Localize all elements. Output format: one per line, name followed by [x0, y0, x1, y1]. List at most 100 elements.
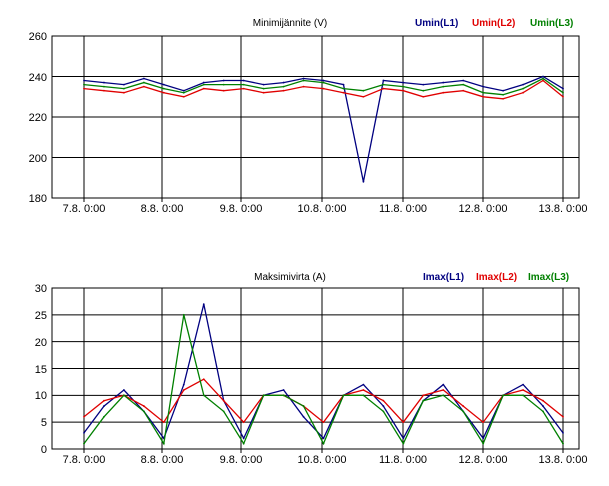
data-point — [562, 95, 564, 98]
data-point — [103, 81, 105, 84]
data-point — [522, 383, 524, 386]
data-point — [142, 81, 145, 84]
data-point — [402, 89, 405, 92]
data-point — [562, 415, 564, 418]
data-point — [83, 442, 85, 445]
data-point — [202, 87, 205, 90]
data-point — [402, 421, 405, 424]
x-tick: 11.8. 0:00 — [379, 454, 427, 466]
data-point — [522, 389, 524, 391]
data-point — [482, 437, 485, 440]
data-point — [142, 410, 145, 413]
data-point — [542, 77, 544, 80]
data-point — [522, 91, 524, 94]
data-point — [222, 399, 225, 402]
data-point — [142, 77, 145, 80]
data-point — [542, 399, 544, 402]
data-point — [202, 394, 205, 397]
data-point — [402, 437, 405, 440]
voltage-gridlines — [52, 36, 579, 202]
x-tick: 10.8. 0:00 — [298, 454, 347, 466]
data-point — [262, 91, 265, 94]
data-point — [542, 75, 544, 78]
data-point — [562, 442, 564, 445]
data-point — [182, 383, 185, 386]
y-tick: 220 — [29, 112, 47, 124]
data-point — [103, 415, 105, 418]
data-point — [422, 83, 425, 86]
data-point — [502, 394, 505, 397]
data-point — [83, 415, 85, 418]
data-point — [342, 394, 345, 397]
data-point — [442, 81, 445, 84]
data-point — [123, 394, 125, 397]
data-point — [242, 442, 245, 445]
data-point — [462, 89, 465, 92]
x-tick: 7.8. 0:00 — [63, 454, 106, 466]
data-point — [382, 83, 385, 86]
data-point — [482, 421, 485, 424]
data-point — [302, 79, 305, 82]
x-tick: 10.8. 0:00 — [298, 203, 347, 215]
voltage-chart-title: Minimijännite (V) — [253, 18, 327, 29]
current-x-ticks: 7.8. 0:00 8.8. 0:00 9.8. 0:00 10.8. 0:00… — [63, 454, 588, 466]
data-point — [362, 383, 365, 386]
data-point — [262, 394, 265, 397]
legend-imax-l2: Imax(L2) — [476, 272, 517, 283]
x-tick: 8.8. 0:00 — [141, 203, 184, 215]
current-chart-title: Maksimivirta (A) — [254, 272, 326, 283]
data-point — [482, 95, 485, 98]
legend-imax-l3: Imax(L3) — [528, 272, 569, 283]
data-point — [182, 389, 185, 391]
data-point — [302, 85, 305, 88]
data-point — [103, 405, 105, 407]
data-point — [162, 421, 165, 424]
data-point — [382, 87, 385, 90]
x-tick: 13.8. 0:00 — [539, 454, 588, 466]
data-point — [462, 79, 465, 82]
data-point — [182, 89, 185, 92]
voltage-series — [83, 75, 564, 183]
current-gridlines — [52, 288, 579, 453]
data-point — [83, 87, 85, 90]
data-point — [422, 399, 425, 402]
data-point — [342, 83, 345, 86]
series-line-imax-l3 — [83, 314, 564, 446]
data-point — [162, 83, 165, 86]
x-tick: 11.8. 0:00 — [379, 203, 427, 215]
data-point — [442, 91, 445, 94]
data-point — [382, 405, 385, 407]
data-point — [362, 95, 365, 98]
data-point — [202, 81, 205, 84]
current-plot-frame — [51, 287, 580, 450]
data-point — [302, 405, 305, 407]
legend-umin-l3: Umin(L3) — [530, 18, 573, 29]
data-point — [322, 81, 325, 84]
data-point — [442, 389, 445, 391]
data-point — [542, 405, 544, 407]
data-point — [182, 91, 185, 94]
data-point — [222, 89, 225, 92]
data-point — [502, 89, 505, 92]
data-point — [322, 87, 325, 90]
data-point — [462, 83, 465, 86]
voltage-y-ticks: 180 200 220 240 260 — [29, 31, 47, 205]
data-point — [182, 313, 185, 316]
data-point — [322, 79, 325, 82]
data-point — [362, 394, 365, 397]
data-point — [502, 97, 505, 100]
legend-imax-l1: Imax(L1) — [423, 272, 464, 283]
current-series — [83, 303, 564, 446]
data-point — [83, 432, 85, 434]
data-point — [382, 399, 385, 402]
data-point — [442, 85, 445, 88]
data-point — [482, 91, 485, 94]
data-point — [542, 410, 544, 413]
data-point — [202, 378, 205, 381]
data-point — [83, 79, 85, 82]
y-tick: 30 — [35, 283, 47, 295]
data-point — [123, 87, 125, 90]
series-line-umin-l1 — [83, 75, 564, 182]
data-point — [262, 83, 265, 86]
